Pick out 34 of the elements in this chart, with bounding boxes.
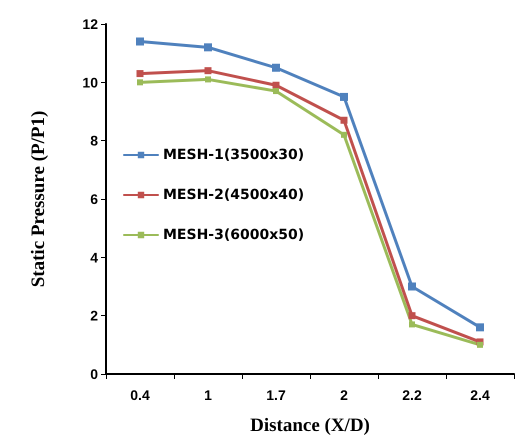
y-tick-label: 8 (90, 132, 98, 149)
point (408, 282, 416, 290)
point (476, 323, 484, 332)
y-tick-label: 2 (90, 308, 98, 324)
point (204, 67, 212, 74)
point (408, 312, 416, 320)
point (136, 70, 144, 78)
y-tick-label: 4 (90, 249, 98, 266)
y-tick-label: 6 (90, 191, 98, 207)
legend-label: MESH-1(3500x30) (163, 147, 304, 163)
x-tick-label: 0.4 (130, 387, 150, 403)
x-axis-title: Distance (X/D) (250, 415, 370, 436)
point (409, 321, 415, 328)
x-tick-label: 1.7 (266, 387, 286, 403)
y-tick-label: 0 (90, 366, 98, 382)
point (340, 116, 348, 124)
x-tick-label: 2.2 (402, 387, 422, 403)
x-tick-label: 1 (204, 387, 212, 403)
legend-label: MESH-3(6000x50) (163, 227, 304, 243)
point (477, 342, 483, 348)
legend-label: MESH-2(4500x40) (163, 187, 304, 203)
point (272, 64, 280, 72)
y-tick-label: 12 (82, 16, 98, 32)
x-tick-label: 2 (340, 387, 348, 403)
y-tick-label: 10 (82, 74, 98, 90)
point (340, 92, 348, 101)
point (273, 88, 279, 94)
point (136, 38, 144, 46)
point (137, 79, 143, 86)
x-tick-label: 2.4 (470, 387, 490, 403)
point (204, 43, 212, 52)
point (205, 76, 211, 82)
point (341, 132, 347, 138)
y-axis-title: Static Pressure (P/P1) (28, 110, 49, 288)
